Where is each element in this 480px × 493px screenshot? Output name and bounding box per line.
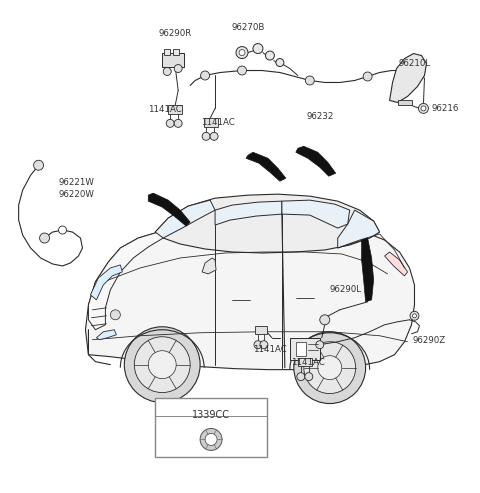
Circle shape [110,310,120,320]
Polygon shape [88,232,163,330]
Circle shape [202,132,210,141]
Text: 96290Z: 96290Z [412,336,445,345]
Circle shape [265,51,275,60]
Bar [204,118,218,127]
Text: 96290L: 96290L [330,285,362,294]
Text: 96290R: 96290R [158,29,192,37]
Polygon shape [148,193,190,226]
Text: 1141AC: 1141AC [201,118,235,127]
Circle shape [134,337,190,392]
Circle shape [421,106,426,111]
Text: 1339CC: 1339CC [192,410,230,420]
Polygon shape [155,200,215,238]
Circle shape [318,355,342,380]
Circle shape [294,332,366,404]
Circle shape [297,373,305,381]
Polygon shape [96,330,116,340]
Text: 96232: 96232 [306,112,334,121]
Bar [155,397,267,458]
Circle shape [412,314,417,318]
Circle shape [254,341,262,349]
Text: 1141AC: 1141AC [291,358,324,367]
Circle shape [419,104,429,113]
Polygon shape [338,210,380,248]
Circle shape [260,341,268,349]
Polygon shape [390,54,426,103]
Text: 96210L: 96210L [398,59,431,68]
Polygon shape [202,258,216,274]
Text: 1141AC: 1141AC [148,106,182,114]
Bar [298,358,312,366]
Circle shape [148,351,176,379]
Circle shape [276,59,284,67]
Bar [296,342,306,355]
Text: 1141AC: 1141AC [253,345,287,353]
Text: 96221W: 96221W [59,178,95,187]
Polygon shape [155,194,380,253]
Circle shape [163,68,171,75]
Circle shape [201,71,210,80]
Circle shape [320,315,330,325]
Polygon shape [361,238,373,302]
Circle shape [238,66,247,75]
Circle shape [236,46,248,59]
Circle shape [205,433,217,445]
Bar [290,338,320,360]
Circle shape [174,119,182,127]
Bar [162,53,184,67]
Circle shape [305,76,314,85]
Circle shape [316,341,324,349]
Circle shape [253,43,263,54]
Circle shape [304,342,356,393]
Polygon shape [85,224,415,370]
Circle shape [200,428,222,451]
Text: 96220W: 96220W [59,190,95,199]
Text: 96216: 96216 [432,105,459,113]
Polygon shape [215,201,282,225]
Circle shape [210,132,218,141]
Circle shape [363,72,372,81]
Circle shape [124,327,200,403]
Circle shape [39,233,49,243]
Polygon shape [282,200,350,228]
Bar [164,49,170,55]
Polygon shape [90,265,122,300]
Polygon shape [296,146,336,176]
Polygon shape [384,252,408,276]
Circle shape [34,160,44,170]
Bar [168,106,182,114]
Circle shape [305,373,313,381]
Text: 96270B: 96270B [231,23,264,32]
Circle shape [400,67,408,74]
Circle shape [166,119,174,127]
Bar [173,49,179,55]
Circle shape [59,226,67,234]
Circle shape [410,311,419,320]
Polygon shape [246,152,286,181]
Circle shape [174,65,182,72]
Circle shape [239,50,245,56]
Bar [397,101,411,106]
Bar [255,326,267,334]
